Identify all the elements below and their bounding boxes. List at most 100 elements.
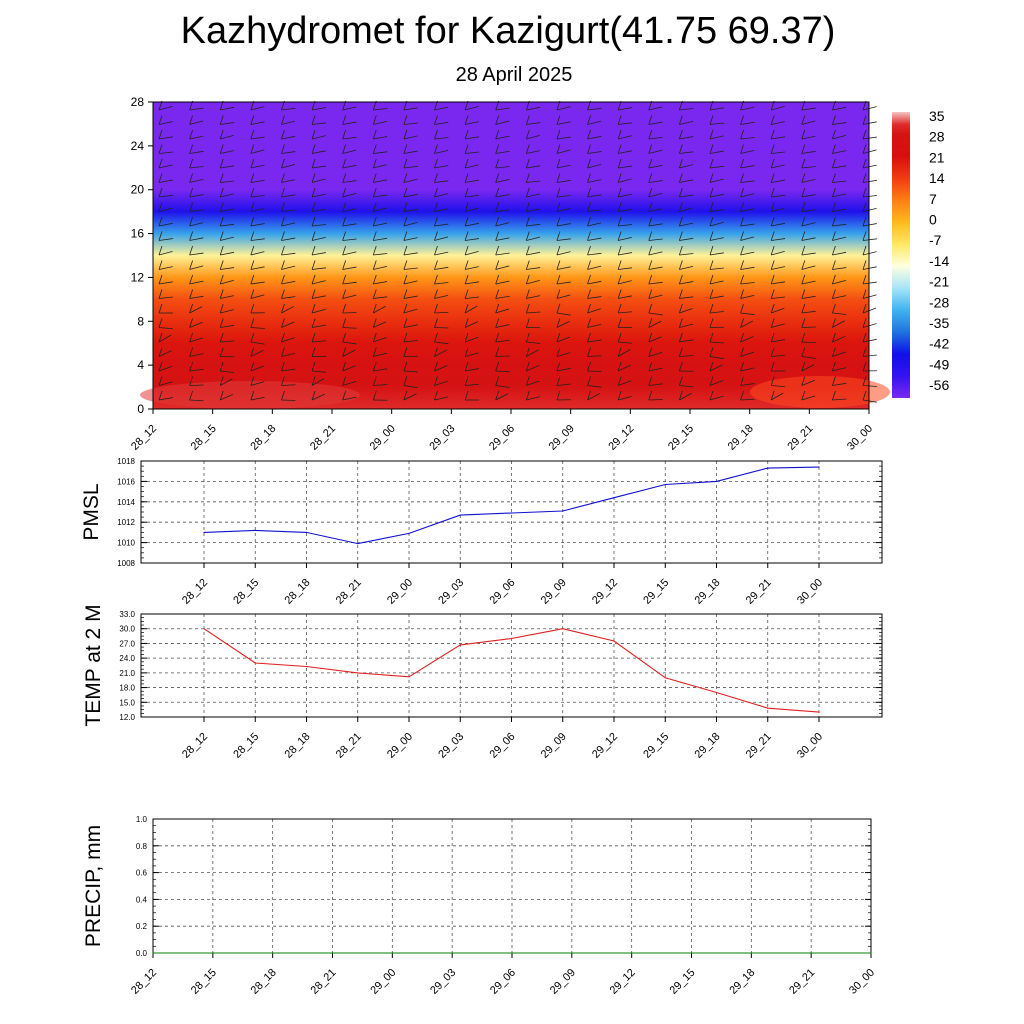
wind-barb — [526, 180, 541, 183]
wind-barb — [342, 327, 357, 329]
wind-barb — [158, 296, 173, 299]
wind-barb — [801, 209, 816, 212]
wind-barb — [801, 379, 815, 386]
wind-barb — [220, 267, 235, 270]
wind-barb — [311, 308, 326, 314]
wind-barb-feather — [678, 129, 683, 140]
wind-barb — [403, 150, 418, 154]
wind-barb — [862, 307, 877, 314]
wind-barb — [250, 281, 265, 285]
wind-barb-feather — [219, 332, 224, 343]
wind-barb-feather — [617, 158, 622, 169]
wind-barb-feather — [464, 274, 469, 285]
wind-barb-feather — [250, 115, 255, 125]
wind-barb-feather — [281, 173, 285, 183]
wind-barb — [434, 396, 449, 401]
wind-barb — [617, 364, 631, 372]
precip-y-tick-label: 0.4 — [136, 895, 148, 904]
wind-barb — [740, 180, 755, 183]
wind-barb-feather — [464, 158, 469, 169]
wind-barb-feather — [189, 202, 193, 212]
wind-barb-feather — [250, 216, 255, 227]
wind-barb — [740, 336, 754, 343]
wind-barb — [281, 222, 296, 227]
wind-barb-feather — [862, 332, 867, 343]
wind-barb — [465, 238, 480, 241]
wind-barb — [832, 193, 847, 198]
wind-barb — [189, 368, 204, 372]
wind-barb-feather — [495, 231, 500, 241]
precip-point — [810, 952, 812, 954]
wind-barb — [465, 136, 479, 140]
wind-barb-feather — [648, 361, 653, 372]
pmsl-y-tick-label: 1008 — [117, 559, 135, 568]
wind-barb-feather — [862, 115, 867, 125]
wind-barb — [709, 107, 724, 111]
wind-barb — [342, 192, 357, 198]
wind-barb-feather — [862, 245, 867, 256]
wind-barb — [771, 354, 786, 357]
wind-barb-feather — [372, 129, 377, 140]
temp2m-x-tick-label: 29_18 — [693, 731, 723, 761]
wind-barb-feather — [403, 173, 408, 183]
wind-barb-feather — [311, 231, 316, 241]
wind-barb-feather — [801, 332, 806, 343]
wind-barb-feather — [525, 202, 530, 212]
pmsl-x-tick-label: 29_12 — [590, 577, 620, 607]
wind-barb — [495, 252, 510, 256]
wind-barb — [495, 324, 510, 328]
wind-barb — [281, 151, 296, 154]
wind-barb — [312, 370, 327, 373]
wind-barb-feather — [158, 376, 163, 386]
wind-barb — [862, 223, 877, 227]
wind-barb-feather — [372, 361, 377, 372]
colorbar-label: 14 — [929, 170, 945, 186]
wind-barb — [250, 341, 265, 345]
wind-barb — [709, 237, 724, 241]
wind-barb — [556, 336, 571, 343]
wind-barb — [158, 365, 173, 372]
temp2m-y-tick-label: 24.0 — [119, 654, 135, 663]
wind-barb — [832, 150, 847, 154]
wind-barb — [771, 222, 785, 227]
wind-barb-feather — [709, 303, 714, 314]
wind-barb-feather — [464, 115, 469, 125]
wind-barb — [495, 295, 510, 299]
wind-barb — [801, 166, 816, 169]
wind-barb — [189, 280, 204, 285]
wind-barb-feather — [281, 187, 285, 198]
wind-barb — [587, 296, 602, 299]
wind-barb-feather — [832, 318, 836, 328]
wind-barb-feather — [678, 202, 683, 212]
wind-barb-feather — [770, 274, 775, 285]
wind-barb-feather — [281, 274, 285, 285]
colorbar-label: 28 — [929, 129, 945, 145]
wind-barb — [311, 165, 326, 169]
wind-barb-feather — [648, 274, 653, 285]
wind-barb-feather — [556, 361, 561, 372]
wind-barb — [250, 350, 264, 357]
wind-barb-feather — [158, 115, 163, 125]
wind-barb-feather — [740, 158, 744, 169]
wind-barb-feather — [709, 260, 714, 270]
wind-barb — [495, 107, 510, 111]
wind-barb — [556, 367, 571, 372]
wind-barb — [464, 336, 479, 343]
wind-barb — [403, 107, 418, 111]
wind-barb-feather — [709, 202, 714, 212]
wind-barb-feather — [862, 390, 867, 401]
wind-barb — [434, 180, 449, 183]
wind-barb-feather — [525, 390, 530, 401]
temp2m-point — [408, 676, 410, 678]
wind-barb — [250, 266, 265, 270]
wind-barb — [373, 253, 388, 256]
wind-barb-feather — [862, 260, 867, 270]
wind-barb — [311, 208, 326, 212]
wind-barb — [648, 164, 663, 169]
wind-barb — [495, 265, 510, 270]
wind-barb — [771, 339, 786, 343]
wind-barb-feather — [158, 332, 163, 343]
wind-barb — [832, 367, 847, 372]
wind-barb — [342, 281, 357, 285]
wind-barb-feather — [770, 245, 775, 256]
